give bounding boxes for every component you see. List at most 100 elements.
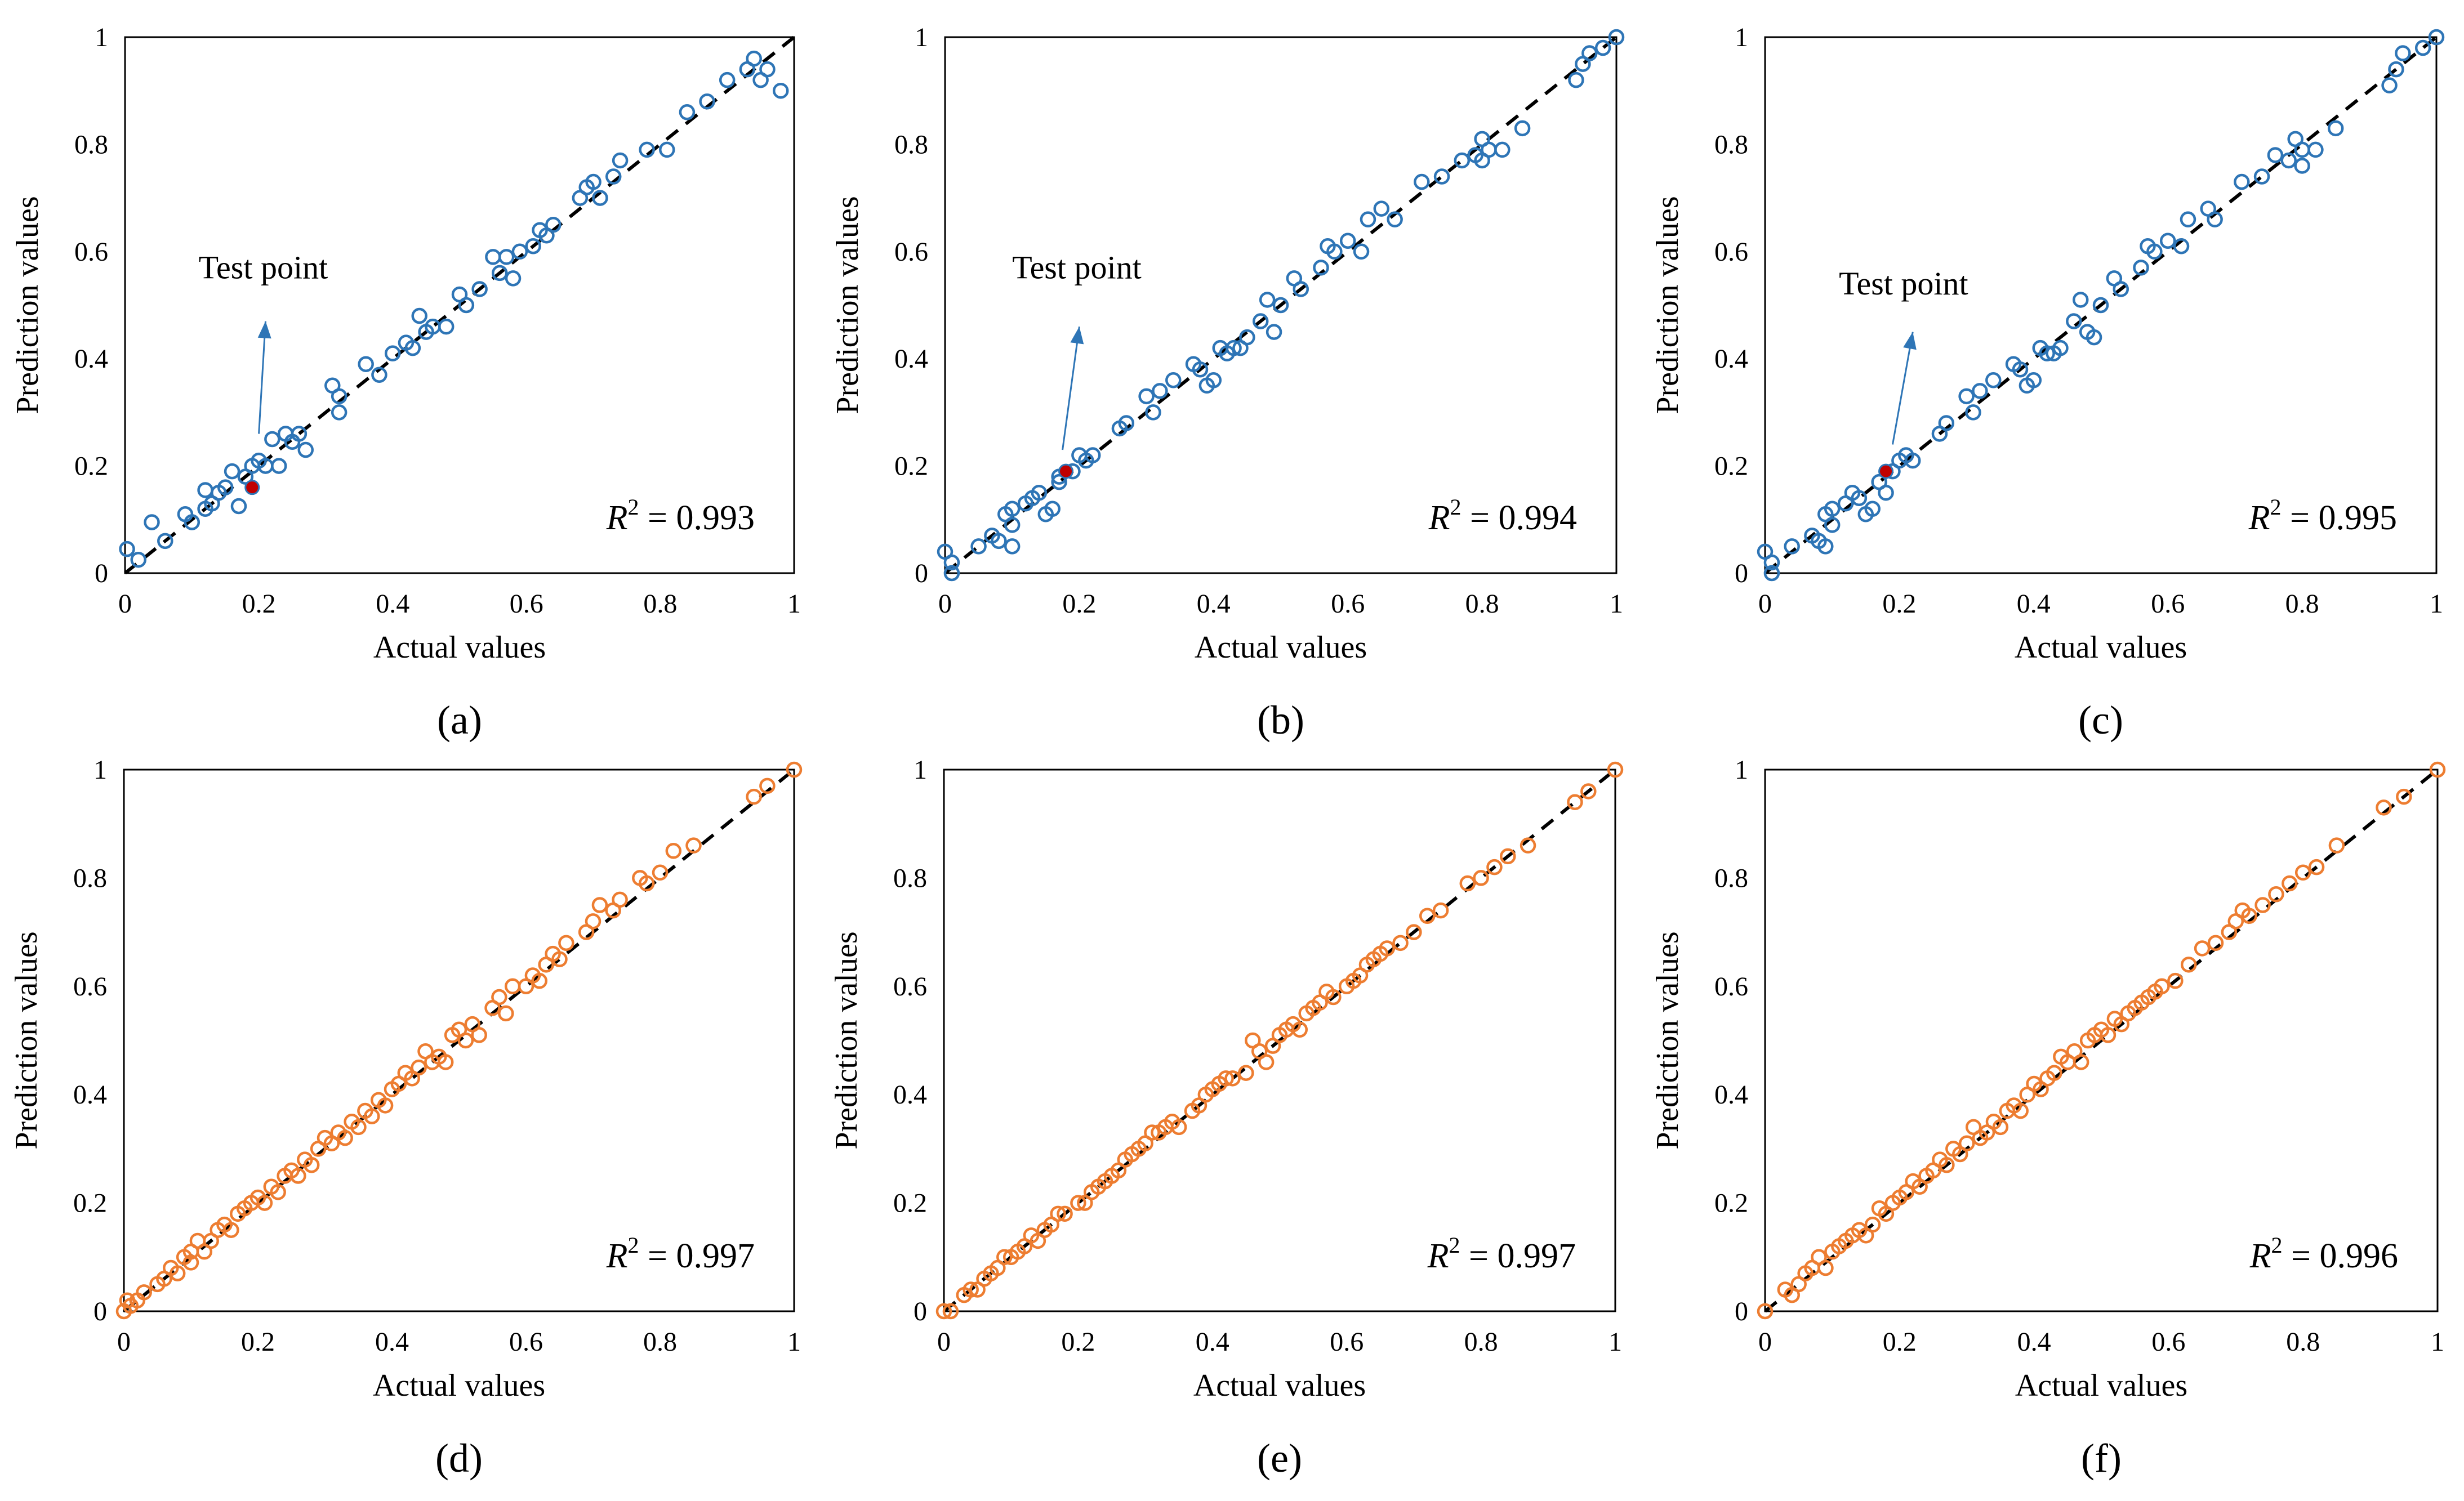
data-point	[498, 1005, 514, 1022]
test-point-label: Test point	[1839, 265, 1968, 302]
y-tick-label: 0.2	[74, 452, 108, 481]
data-point	[652, 864, 669, 881]
r-squared-label: R2 = 0.997	[606, 1232, 755, 1275]
data-point	[963, 1281, 979, 1298]
data-point	[2282, 875, 2298, 892]
x-tick-label: 0.4	[375, 1327, 409, 1357]
data-point	[1520, 837, 1536, 854]
data-point	[291, 426, 308, 442]
data-point	[2328, 837, 2345, 854]
data-point	[1419, 908, 1436, 924]
r-squared-equals: =	[1460, 1237, 1498, 1275]
data-point	[1608, 29, 1625, 46]
data-point	[2113, 281, 2129, 297]
test-point-label: Test point	[1012, 249, 1142, 285]
data-point	[492, 265, 508, 282]
data-point	[2146, 243, 2163, 260]
y-tick-label: 0	[93, 1297, 107, 1326]
data-point	[485, 249, 501, 265]
data-point	[1763, 554, 1780, 571]
data-point	[2327, 120, 2344, 137]
data-point	[2167, 972, 2184, 989]
r-squared-equals: =	[2283, 1237, 2320, 1275]
data-point	[1568, 72, 1584, 88]
data-point	[2173, 238, 2190, 254]
x-tick-label: 0.4	[376, 589, 409, 619]
data-point	[665, 843, 682, 859]
chart-panel-2: 0 0.2 0.4 0.6 0.8 1 0 0.2 0.4 0.6 0.8 1 Actual value…	[830, 23, 1625, 743]
data-point	[1784, 538, 1800, 555]
data-point	[1031, 484, 1048, 501]
r-squared-label: R2 = 0.997	[1427, 1232, 1576, 1275]
x-tick-label: 0.6	[2151, 1327, 2185, 1357]
y-tick-label: 1	[93, 755, 107, 785]
data-point	[1958, 388, 1975, 405]
data-point	[1459, 875, 1476, 892]
data-point	[592, 190, 608, 206]
y-tick-label: 1	[1735, 755, 1748, 785]
data-point	[119, 540, 135, 557]
data-point	[2267, 147, 2284, 163]
panel-label: (d)	[435, 1436, 483, 1481]
x-axis-label: Actual values	[2015, 630, 2187, 665]
data-point	[1763, 565, 1780, 582]
data-point	[1864, 501, 1881, 517]
x-tick-label: 0.2	[1061, 1327, 1095, 1357]
data-point	[1325, 989, 1342, 1006]
data-point	[1170, 1119, 1187, 1136]
x-axis-label: Actual values	[373, 630, 546, 665]
x-tick-label: 0.2	[1882, 589, 1916, 619]
reference-line	[943, 768, 1616, 1313]
data-point	[169, 1265, 186, 1281]
data-point	[1144, 1124, 1160, 1141]
data-point	[558, 935, 574, 951]
data-point	[2207, 935, 2224, 951]
annotation-arrow-shaft	[1892, 332, 1914, 445]
data-point	[350, 1119, 367, 1136]
plot-frame	[123, 769, 795, 1312]
data-point	[585, 173, 601, 190]
r-squared-equals: =	[2282, 499, 2319, 537]
y-tick-label: 0.6	[893, 972, 927, 1002]
data-point	[2072, 292, 2089, 308]
y-tick-label: 0.2	[894, 452, 928, 481]
data-point	[136, 1284, 152, 1301]
x-tick-label: 0.2	[241, 1327, 275, 1357]
data-point	[1414, 173, 1430, 190]
r-squared-symbol: R	[1427, 1237, 1449, 1275]
data-point	[1272, 297, 1289, 314]
data-point	[1824, 501, 1841, 517]
data-point	[471, 1027, 487, 1043]
x-tick-label: 0.4	[1197, 589, 1231, 619]
plot-frame	[1764, 36, 2438, 574]
data-point	[1406, 924, 1422, 940]
data-point	[2294, 864, 2311, 881]
data-point	[2073, 1054, 2089, 1070]
data-point	[144, 514, 160, 530]
x-axis-label: Actual values	[1193, 1368, 1366, 1403]
data-point	[1152, 383, 1168, 399]
data-point	[1070, 1195, 1086, 1211]
y-tick-label: 0.6	[1714, 972, 1748, 1002]
annotation-arrow-head	[257, 321, 271, 339]
data-point	[224, 463, 240, 480]
data-point	[411, 1059, 427, 1076]
data-point	[411, 307, 427, 324]
panel-label: (a)	[437, 698, 482, 743]
data-point	[2180, 957, 2197, 973]
x-tick-label: 0.8	[643, 589, 677, 619]
data-point	[2294, 158, 2310, 174]
x-tick-label: 0.4	[2017, 1327, 2051, 1357]
data-point	[331, 404, 347, 421]
data-point	[612, 152, 629, 169]
data-point	[2066, 313, 2082, 329]
r-squared-equals: =	[639, 1237, 676, 1275]
data-point	[1500, 848, 1516, 865]
data-point	[2234, 173, 2250, 190]
data-point	[331, 388, 347, 405]
data-point	[264, 431, 280, 448]
y-tick-label: 0.8	[1714, 863, 1748, 893]
x-tick-label: 0.8	[1464, 1327, 1498, 1357]
data-point	[1965, 404, 1981, 421]
r-squared-equals: =	[1462, 499, 1499, 537]
